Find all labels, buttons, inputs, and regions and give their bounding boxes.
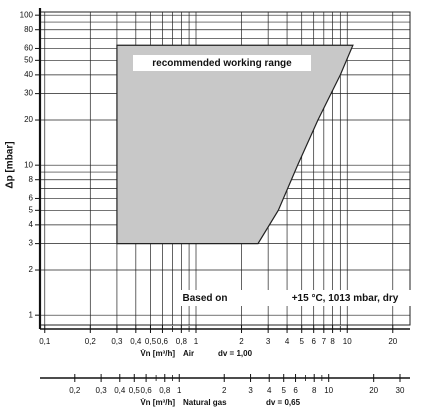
x-tick-label: 8 <box>330 337 335 346</box>
region-label: recommended working range <box>152 58 292 69</box>
y-axis-label: Δp [mbar] <box>5 141 16 188</box>
y-tick-label: 3 <box>29 239 34 248</box>
x-tick-label: 20 <box>388 337 397 346</box>
x-tick-label: 1 <box>194 337 199 346</box>
x-tick-label: 0,3 <box>111 337 123 346</box>
x-tick-label: 5 <box>299 337 304 346</box>
y-tick-label: 1 <box>29 310 34 319</box>
x-tick-label: 20 <box>369 386 378 395</box>
x-tick-label: 0,8 <box>159 386 171 395</box>
x-axis-medium: Air <box>183 349 194 358</box>
y-tick-label: 60 <box>24 44 33 53</box>
x-tick-label: 0,4 <box>114 386 126 395</box>
x-tick-label: 0,4 <box>130 337 142 346</box>
y-tick-label: 30 <box>24 89 33 98</box>
x-axis-note: dv = 1,00 <box>218 349 253 358</box>
x-tick-label: 8 <box>312 386 317 395</box>
x-tick-label: 2 <box>222 386 227 395</box>
x-tick-label: 0,5 <box>129 386 141 395</box>
y-tick-label: 5 <box>29 205 34 214</box>
x-tick-label: 3 <box>266 337 271 346</box>
x-tick-label: 0,2 <box>85 337 97 346</box>
x-tick-label: 3 <box>248 386 253 395</box>
x-axis-quantity: V̇n [m³/h] <box>140 398 175 407</box>
x-tick-label: 5 <box>281 386 286 395</box>
x-tick-label: 0,3 <box>96 386 108 395</box>
conditions-prefix: Based on <box>182 293 227 304</box>
y-tick-label: 10 <box>24 160 33 169</box>
x-tick-label: 2 <box>239 337 244 346</box>
y-tick-label: 2 <box>29 265 34 274</box>
y-tick-label: 4 <box>29 220 34 229</box>
x-tick-label: 0,6 <box>141 386 153 395</box>
y-tick-label: 80 <box>24 25 33 34</box>
x-tick-label: 0,1 <box>39 337 51 346</box>
y-tick-label: 6 <box>29 194 34 203</box>
x-axis-note: dv = 0,65 <box>266 398 301 407</box>
x-tick-label: 10 <box>324 386 333 395</box>
x-tick-label: 0,5 <box>145 337 157 346</box>
working-range <box>116 44 354 245</box>
x-axis-quantity: V̇n [m³/h] <box>140 349 175 358</box>
x-tick-label: 0,6 <box>157 337 169 346</box>
x-tick-label: 10 <box>343 337 352 346</box>
x-tick-label: 4 <box>285 337 290 346</box>
label-box <box>176 290 416 306</box>
x-tick-label: 30 <box>396 386 405 395</box>
x-tick-label: 4 <box>267 386 272 395</box>
x-tick-label: 1 <box>177 386 182 395</box>
y-tick-label: 20 <box>24 115 33 124</box>
x-tick-label: 7 <box>322 337 327 346</box>
y-tick-label: 50 <box>24 55 33 64</box>
x-tick-label: 0,8 <box>176 337 188 346</box>
y-tick-label: 100 <box>20 10 34 19</box>
label-box <box>133 55 311 71</box>
x-axis-medium: Natural gas <box>183 398 227 407</box>
y-tick-label: 8 <box>29 175 34 184</box>
conditions: +15 °C, 1013 mbar, dry <box>292 293 399 304</box>
y-tick-label: 40 <box>24 70 33 79</box>
x-tick-label: 6 <box>311 337 316 346</box>
x-tick-label: 6 <box>293 386 298 395</box>
x-tick-label: 0,2 <box>69 386 81 395</box>
